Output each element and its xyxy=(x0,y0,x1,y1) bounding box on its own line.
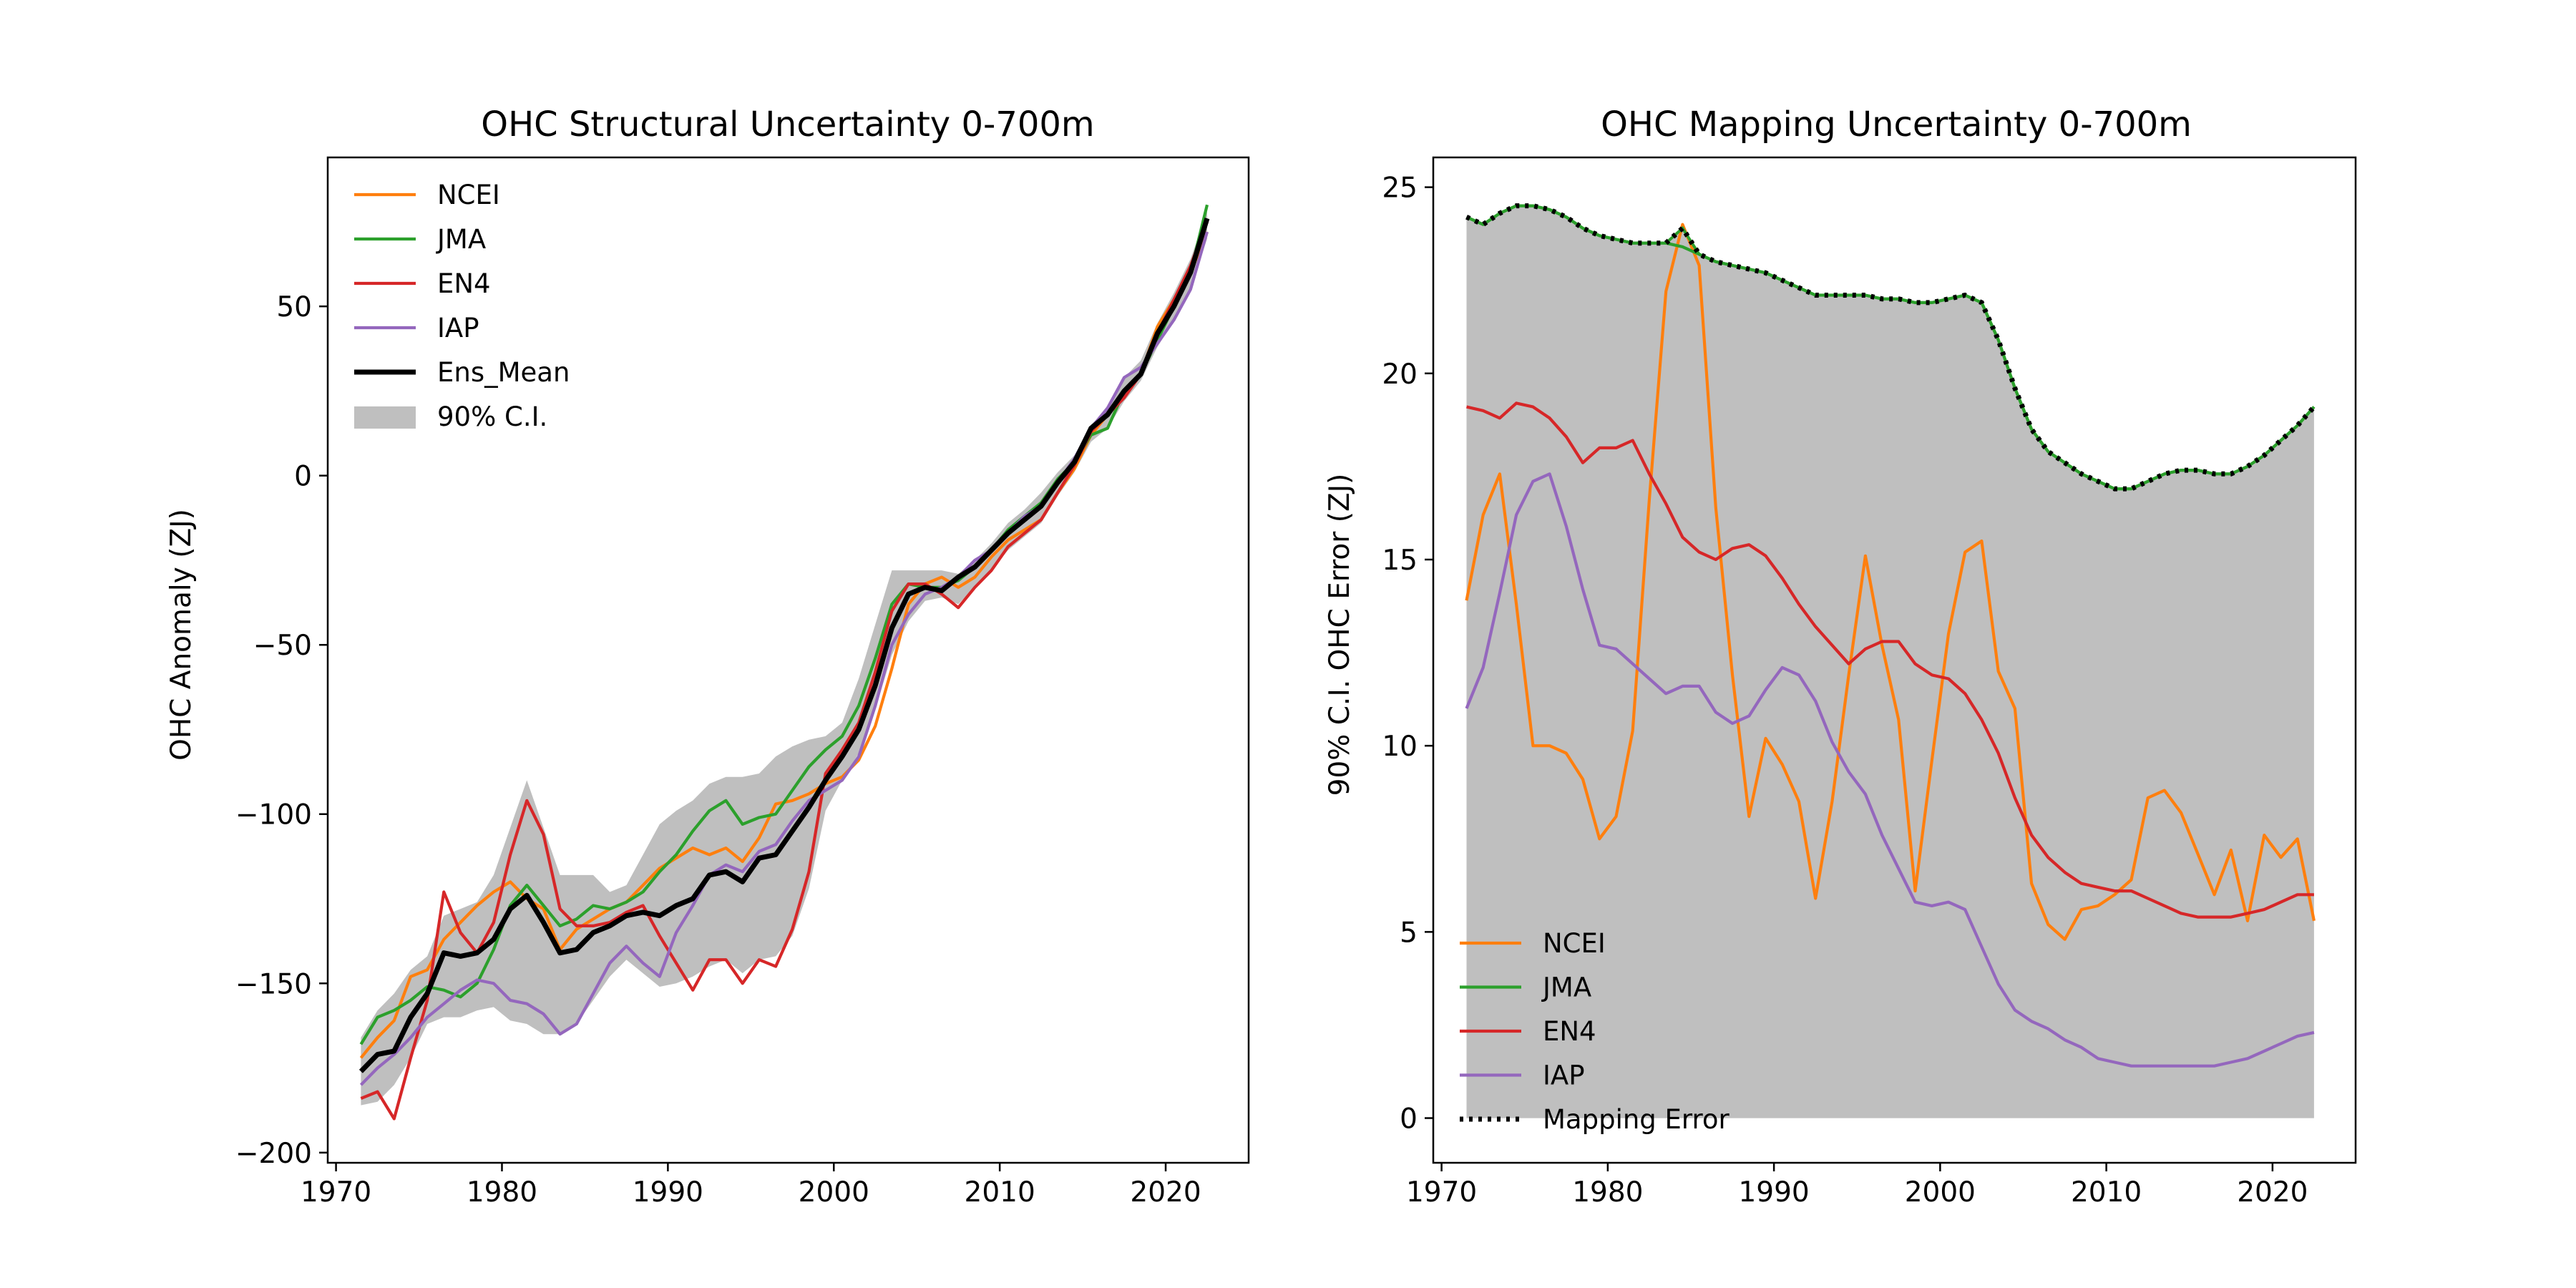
right-x-tick-label: 2000 xyxy=(1905,1176,1976,1209)
right-y-tick-label: 5 xyxy=(1400,917,1418,949)
right-x-tick-label: 1980 xyxy=(1572,1176,1643,1209)
right-legend-label-ncei: NCEI xyxy=(1543,928,1606,959)
right-legend: NCEI JMA EN4 IAP Mapping Error xyxy=(1460,928,1730,1135)
left-plot-area: 1970 1980 1990 2000 2010 2020 −200 −150 −100 −50 0… xyxy=(235,156,1250,1209)
right-y-tick-label: 25 xyxy=(1382,172,1418,205)
right-x-tick-label: 1970 xyxy=(1406,1176,1477,1209)
left-ci-band xyxy=(361,211,1207,1106)
left-y-tick-label: −200 xyxy=(235,1138,312,1170)
left-axes-frame xyxy=(326,156,1250,1164)
left-legend-label-90-c-i-: 90% C.I. xyxy=(437,401,547,432)
right-y-tick-label: 10 xyxy=(1382,731,1418,763)
right-plot-area: 1970 1980 1990 2000 2010 2020 0 5 10 15 20 25 xyxy=(1382,156,2357,1209)
left-y-tick-label: 50 xyxy=(276,291,312,323)
left-series-en4 xyxy=(360,221,1209,1121)
right-legend-label-jma: JMA xyxy=(1541,972,1591,1003)
left-panel: OHC Structural Uncertainty 0-700m 1970 19… xyxy=(165,104,1250,1209)
right-x-tick-label: 2010 xyxy=(2071,1176,2142,1209)
left-series-ens-mean xyxy=(358,218,1210,1073)
right-legend-label-mapping-error: Mapping Error xyxy=(1543,1104,1730,1135)
right-legend-label-iap: IAP xyxy=(1543,1060,1585,1091)
left-legend-swatch-90-c-i- xyxy=(354,406,416,429)
right-series-ncei xyxy=(1465,223,2316,941)
right-y-tick-label: 15 xyxy=(1382,545,1418,577)
left-x-tick-label: 2000 xyxy=(799,1176,869,1209)
left-y-tick-label: 0 xyxy=(294,461,312,493)
left-x-tick-label: 1990 xyxy=(633,1176,703,1209)
left-y-axis-label: OHC Anomaly (ZJ) xyxy=(165,509,197,761)
right-x-tick-label: 2020 xyxy=(2237,1176,2308,1209)
left-legend-label-jma: JMA xyxy=(436,224,486,255)
left-y-tick-label: −150 xyxy=(235,968,312,1000)
left-x-tick-label: 1980 xyxy=(467,1176,537,1209)
right-legend-label-en4: EN4 xyxy=(1543,1016,1596,1047)
left-legend: NCEI JMA EN4 IAP Ens_Mean 90% C.I. xyxy=(354,180,570,432)
right-y-axis-label: 90% C.I. OHC Error (ZJ) xyxy=(1324,474,1356,796)
left-legend-label-iap: IAP xyxy=(437,313,479,343)
left-legend-label-ncei: NCEI xyxy=(437,180,500,210)
left-chart-title: OHC Structural Uncertainty 0-700m xyxy=(481,104,1094,145)
right-axes-frame xyxy=(1432,156,2357,1164)
left-legend-label-ens-mean: Ens_Mean xyxy=(437,357,570,388)
left-x-tick-label: 1970 xyxy=(301,1176,371,1209)
left-y-tick-label: −100 xyxy=(235,799,312,831)
right-x-tick-label: 1990 xyxy=(1738,1176,1809,1209)
right-y-tick-label: 20 xyxy=(1382,358,1418,391)
right-chart-title: OHC Mapping Uncertainty 0-700m xyxy=(1601,104,2192,145)
right-y-tick-label: 0 xyxy=(1400,1103,1418,1136)
right-series-en4 xyxy=(1466,401,2314,919)
left-y-tick-label: −50 xyxy=(253,630,312,662)
left-x-tick-label: 2020 xyxy=(1130,1176,1201,1209)
right-mapping-error-area xyxy=(1466,205,2314,1118)
right-series-mapping-error xyxy=(1465,203,2316,492)
left-legend-label-en4: EN4 xyxy=(437,268,491,299)
left-x-tick-label: 2010 xyxy=(965,1176,1035,1209)
right-panel: OHC Mapping Uncertainty 0-700m 1970 1980 1… xyxy=(1324,104,2357,1209)
right-series-iap xyxy=(1465,472,2315,1068)
